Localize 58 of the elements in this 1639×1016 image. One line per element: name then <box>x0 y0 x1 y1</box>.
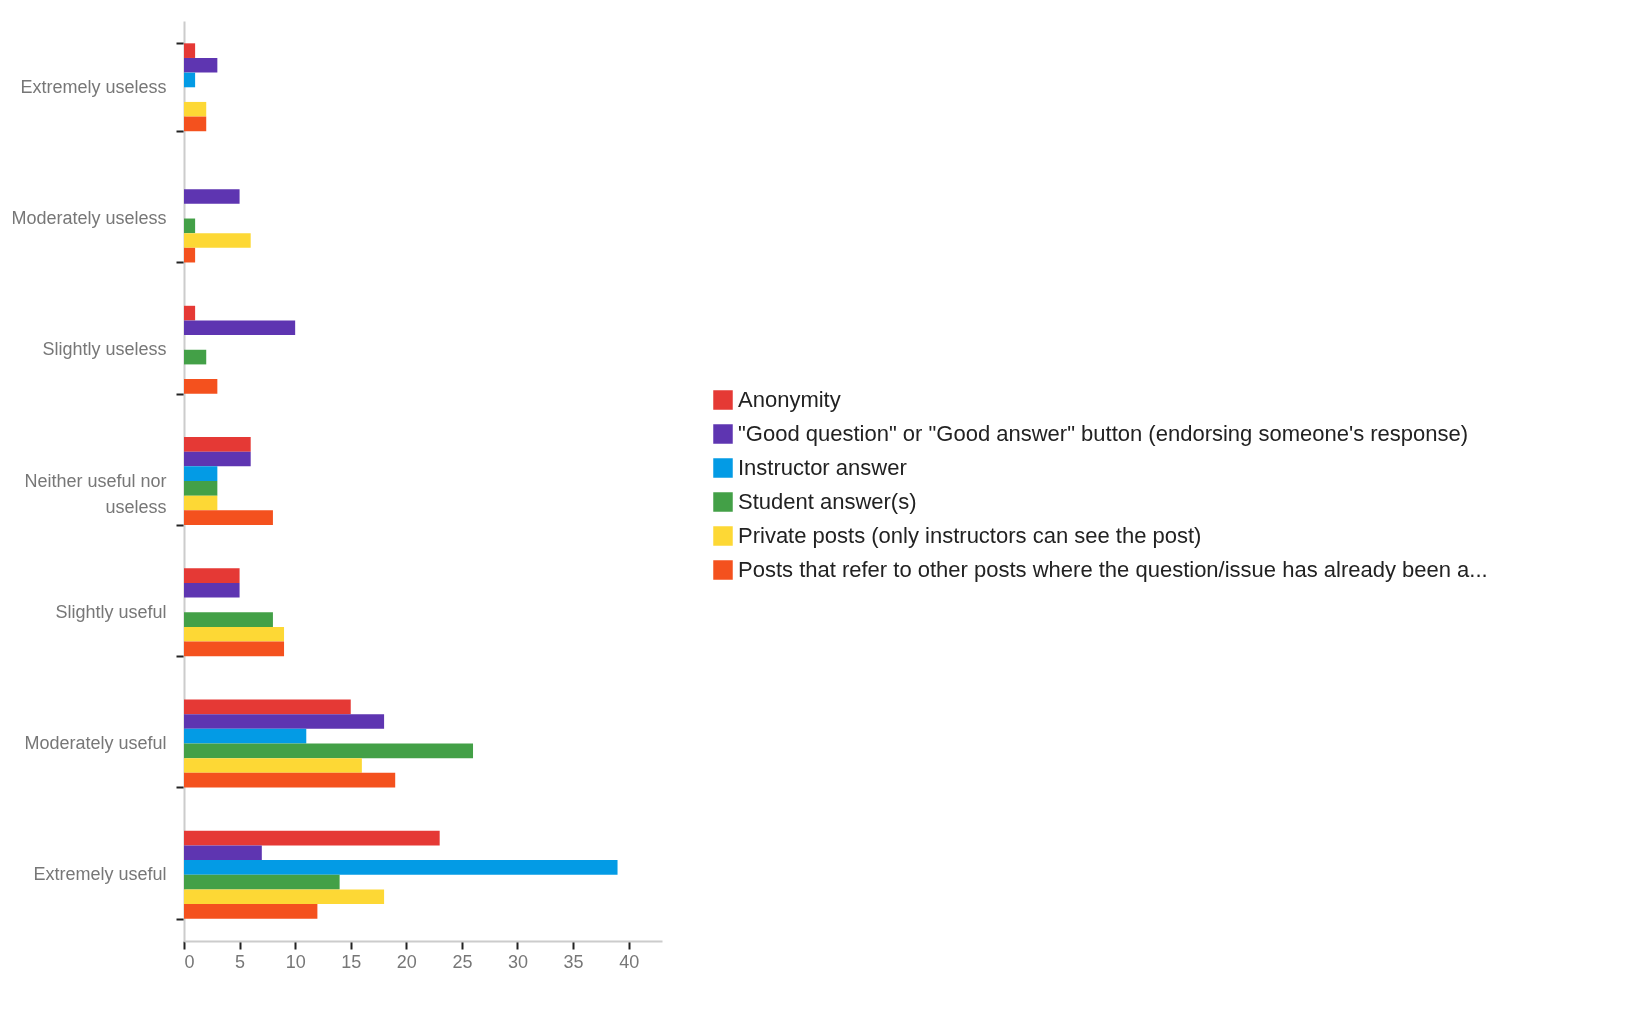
bar <box>184 699 351 715</box>
bar <box>184 728 307 744</box>
y-tick-label: Moderately useful <box>24 732 167 753</box>
x-tick-label: 10 <box>285 951 306 972</box>
x-tick-label: 15 <box>341 951 362 972</box>
bar <box>184 116 207 132</box>
x-tick-label: 30 <box>507 951 528 972</box>
bar <box>184 641 285 657</box>
y-tick-label: Slightly useless <box>42 339 167 360</box>
bar <box>184 437 251 452</box>
bar <box>184 451 251 467</box>
x-tick-label: 20 <box>396 951 417 972</box>
bar <box>184 466 218 481</box>
x-tick-label: 40 <box>619 951 640 972</box>
x-tick-label: 25 <box>452 951 473 972</box>
legend-label: Instructor answer <box>738 455 907 480</box>
bar <box>184 72 196 88</box>
bar <box>184 582 240 598</box>
legend-label: Anonymity <box>738 387 841 412</box>
bar <box>184 772 396 788</box>
legend-label: Private posts (only instructors can see the post) <box>738 523 1202 548</box>
bar <box>184 218 196 234</box>
bar <box>184 320 296 336</box>
bar <box>184 481 218 496</box>
x-tick-label: 0 <box>184 951 195 972</box>
bar <box>184 845 262 861</box>
bar <box>184 247 196 263</box>
y-tick-label: Moderately useless <box>11 208 167 229</box>
y-tick-label: Neither useful nor useless <box>24 470 167 517</box>
bar <box>184 743 474 759</box>
bar <box>184 904 318 919</box>
bar <box>184 495 218 511</box>
bar <box>184 189 240 204</box>
legend-label: Student answer(s) <box>738 489 917 514</box>
y-tick-label: Extremely useful <box>33 864 167 885</box>
bar <box>184 568 240 583</box>
bar <box>184 758 362 773</box>
bar <box>184 874 340 890</box>
bar <box>184 233 251 248</box>
bar <box>184 830 440 846</box>
x-tick-label: 35 <box>563 951 584 972</box>
bar <box>184 305 196 321</box>
bar <box>184 101 207 117</box>
legend-label: Posts that refer to other posts where the question/issue has already been a... <box>738 557 1488 582</box>
y-tick-label: Slightly useful <box>55 601 167 622</box>
bar <box>184 57 218 73</box>
bar <box>184 349 207 365</box>
y-tick-label: Extremely useless <box>20 76 167 97</box>
bar <box>184 889 385 905</box>
bar <box>184 43 196 58</box>
bar <box>184 612 273 627</box>
legend-label: "Good question" or "Good answer" button (endorsing someone's response) <box>738 421 1469 446</box>
x-tick-label: 5 <box>235 951 246 972</box>
bar <box>184 379 218 394</box>
bar <box>184 714 385 729</box>
bar <box>184 860 618 875</box>
bar <box>184 510 273 525</box>
bar <box>184 626 285 642</box>
